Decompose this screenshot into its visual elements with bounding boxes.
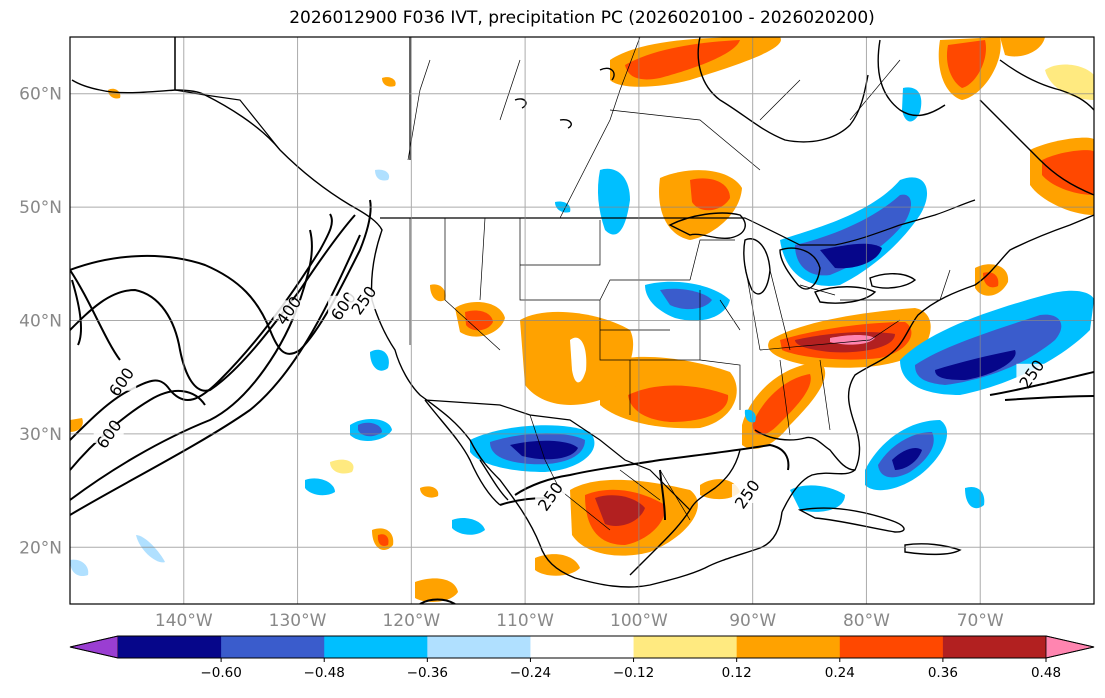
lat-tick-label: 40°N	[19, 312, 62, 332]
colorbar-tick-label: −0.24	[510, 665, 551, 681]
colorbar-segment	[427, 636, 531, 658]
ivt-label-background	[273, 300, 304, 320]
ivt-label-background	[348, 290, 379, 310]
colorbar-max-extension	[1045, 635, 1095, 659]
colorbar-segment	[633, 636, 738, 658]
colorbar-tick-label: 0.24	[825, 665, 855, 681]
ivt-label-background	[535, 486, 566, 506]
colorbar-tick-label: −0.60	[200, 665, 241, 681]
colorbar-segment	[736, 636, 841, 658]
colorbar-segment	[324, 636, 428, 658]
coastlines	[71, 37, 1094, 588]
national-borders	[174, 37, 976, 511]
colorbar-outline	[69, 635, 1095, 659]
colorbar-segment	[942, 636, 1047, 658]
colorbar-tick-label: 0.36	[928, 665, 958, 681]
lon-tick-label: 70°W	[957, 611, 1004, 631]
longitude-labels: 140°W 130°W 120°W 110°W 100°W 90°W 80°W 70°W	[155, 611, 1004, 631]
ivt-label-background	[106, 371, 137, 391]
lon-tick-label: 140°W	[155, 611, 213, 631]
colorbar-segment	[530, 636, 635, 658]
lat-tick-label: 30°N	[19, 425, 62, 445]
ivt-label-background	[1016, 363, 1047, 383]
lon-tick-label: 110°W	[496, 611, 554, 631]
ivt-contours	[70, 199, 1094, 604]
ivt-contour-label: 250	[731, 476, 764, 512]
ivt-label-background	[93, 423, 124, 443]
colorbar-tick-label: 0.12	[722, 665, 752, 681]
lon-tick-label: 100°W	[610, 611, 668, 631]
colorbar-tick-label: −0.48	[304, 665, 345, 681]
colorbar-tick-label: 0.48	[1031, 665, 1061, 681]
colorbar	[69, 635, 1095, 659]
colorbar-min-extension	[69, 635, 119, 659]
lat-tick-label: 60°N	[19, 85, 62, 105]
colorbar-segment	[118, 636, 222, 658]
latitude-labels: 60°N 50°N 40°N 30°N 20°N	[19, 85, 62, 559]
state-borders	[407, 37, 951, 531]
colorbar-segment	[221, 636, 325, 658]
ivt-contour-label: 250	[534, 479, 567, 515]
colorbar-tick-labels: −0.60 −0.48 −0.36 −0.24 −0.12 0.12 0.24 0.36 0.4…	[200, 658, 1061, 681]
colorbar-segment	[839, 636, 944, 658]
colorbar-tick-label: −0.36	[407, 665, 448, 681]
lat-tick-label: 50°N	[19, 198, 62, 218]
ivt-label-background	[731, 484, 762, 504]
colorbar-tick-label: −0.12	[613, 665, 654, 681]
graticule	[70, 37, 1094, 604]
precipitation-shading	[70, 37, 1094, 602]
ivt-contour-label: 600	[105, 364, 138, 400]
lon-tick-label: 130°W	[269, 611, 327, 631]
map-frame	[69, 36, 1095, 605]
lon-tick-label: 120°W	[382, 611, 440, 631]
lon-tick-label: 80°W	[843, 611, 890, 631]
lat-tick-label: 20°N	[19, 538, 62, 558]
map-title: 2026012900 F036 IVT, precipitation PC (2…	[289, 8, 875, 28]
lon-tick-label: 90°W	[729, 611, 776, 631]
